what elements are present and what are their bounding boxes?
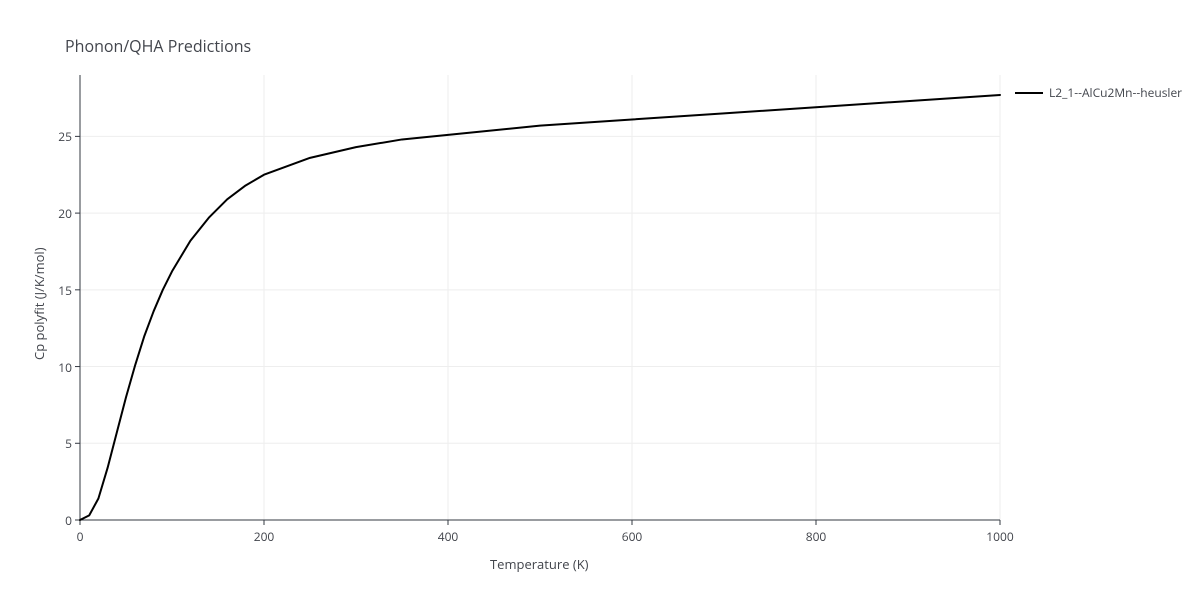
y-tick-label: 25 [46, 128, 72, 145]
x-tick-label: 600 [618, 528, 646, 545]
y-tick-label: 10 [46, 359, 72, 376]
x-tick-label: 400 [434, 528, 462, 545]
chart-container: Phonon/QHA Predictions 02004006008001000… [0, 0, 1200, 600]
series-line-0[interactable] [80, 95, 1000, 520]
x-tick-label: 0 [66, 528, 94, 545]
y-tick-label: 5 [46, 435, 72, 452]
y-tick-label: 0 [46, 512, 72, 529]
legend-label: L2_1--AlCu2Mn--heusler [1049, 84, 1182, 101]
legend-swatch-icon [1015, 92, 1043, 94]
legend-item[interactable]: L2_1--AlCu2Mn--heusler [1015, 84, 1182, 101]
y-axis-label: Cp polyfit (J/K/mol) [30, 247, 48, 360]
x-tick-label: 800 [802, 528, 830, 545]
y-tick-label: 15 [46, 282, 72, 299]
x-tick-label: 200 [250, 528, 278, 545]
y-tick-label: 20 [46, 205, 72, 222]
x-axis-label: Temperature (K) [490, 555, 589, 573]
x-tick-label: 1000 [986, 528, 1014, 545]
